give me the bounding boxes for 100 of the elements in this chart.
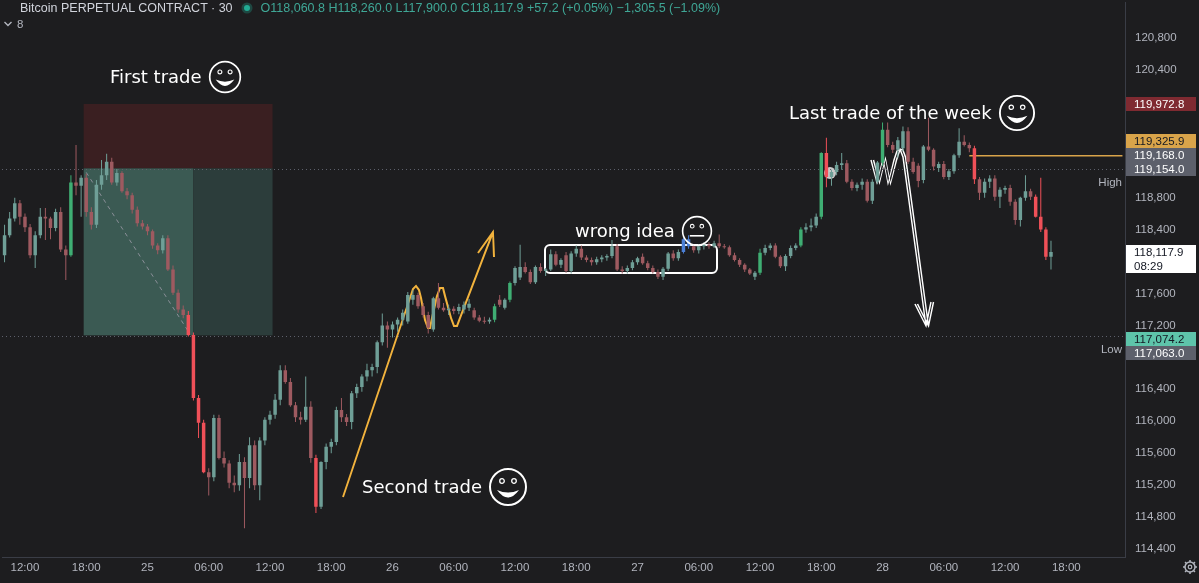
candlestick (906, 127, 910, 165)
candlestick (814, 213, 818, 228)
candlestick (125, 188, 129, 200)
text: 08:29 (1134, 260, 1163, 272)
x-tick-label: 27 (631, 561, 644, 574)
candlestick (74, 144, 78, 196)
candlestick (1049, 240, 1053, 270)
candlestick (554, 251, 558, 267)
candlestick (942, 160, 946, 180)
annotation: Second trade (362, 476, 482, 498)
candlestick (309, 401, 313, 463)
annotation: wrong idea (575, 220, 675, 242)
x-tick-label: 12:00 (10, 561, 40, 574)
text: 118,117.9 (1134, 246, 1184, 258)
y-tick-label: 117,600 (1135, 286, 1176, 299)
x-tick-label: 06:00 (194, 561, 224, 574)
x-tick-label: 25 (141, 561, 154, 574)
candlestick (839, 152, 844, 170)
candlestick (523, 262, 527, 274)
candlestick (957, 128, 961, 158)
candlestick (656, 269, 660, 280)
candlestick (130, 192, 134, 214)
candlestick (278, 365, 282, 406)
candlestick (855, 182, 859, 192)
candlestick (64, 245, 68, 280)
candlestick (258, 437, 262, 501)
candlestick (748, 267, 752, 276)
y-tick-label: 120,400 (1135, 63, 1177, 76)
x-tick-label: 06:00 (439, 561, 469, 574)
y-tick-label: 115,200 (1135, 478, 1176, 491)
candlestick (651, 265, 655, 274)
x-tick-label: 12:00 (255, 561, 285, 574)
x-tick-label: 06:00 (684, 561, 714, 574)
candlestick (564, 251, 568, 273)
chart-subtitle: O118,060.8 H118,260.0 L117,900.0 C118,117.9 +57.2 (+0.05%) −1,305.5 (−1.09%) (260, 0, 721, 15)
text: 119,154.0 (1134, 163, 1185, 176)
candlestick (166, 235, 170, 272)
candlestick (860, 178, 864, 190)
x-tick-label: 18:00 (316, 561, 346, 574)
candlestick (947, 168, 951, 181)
candlestick (181, 305, 185, 319)
x-tick-label: 06:00 (929, 561, 959, 574)
y-tick-label: 115,600 (1135, 446, 1176, 459)
candlestick (508, 281, 512, 303)
x-tick-label: 28 (876, 561, 889, 574)
candlestick (1044, 227, 1048, 260)
candlestick (421, 303, 425, 318)
annotation: Last trade of the week (789, 102, 992, 124)
candlestick (314, 454, 318, 514)
y-tick-label: 114,800 (1135, 510, 1176, 523)
ref-line-label: High (1098, 175, 1122, 188)
candlestick (161, 235, 165, 254)
data-label: 119,325.9 (1134, 134, 1185, 147)
candlestick (426, 311, 430, 334)
candlestick (222, 451, 226, 468)
x-tick-label: 18:00 (71, 561, 101, 574)
candlestick (998, 187, 1002, 209)
text: 117,074.2 (1134, 332, 1185, 345)
candlestick (375, 340, 379, 374)
x-tick-label: 12:00 (745, 561, 775, 574)
candlestick (365, 363, 369, 382)
candlestick (28, 224, 32, 259)
candlestick (799, 227, 803, 248)
candlestick (661, 267, 665, 280)
candlestick (268, 410, 272, 425)
candlestick (324, 443, 328, 470)
candlestick (227, 460, 231, 489)
candlestick (753, 271, 757, 280)
annotation: First trade (110, 66, 202, 88)
candlestick (717, 234, 721, 248)
candlestick (18, 200, 22, 225)
y-tick-label: 118,800 (1135, 190, 1176, 203)
candlestick (43, 208, 48, 240)
y-tick-label: 120,800 (1135, 31, 1177, 44)
candlestick (84, 173, 88, 217)
candlestick (319, 461, 323, 510)
candlestick (615, 243, 619, 272)
candlestick (503, 298, 507, 310)
y-tick-label: 114,400 (1135, 542, 1176, 555)
text: 119,972.8 (1134, 98, 1185, 110)
candlestick (370, 363, 374, 377)
chart-title: Bitcoin PERPETUAL CONTRACT · 30 (20, 0, 233, 15)
candlestick (559, 258, 563, 268)
candlestick (79, 175, 83, 217)
x-tick-label: 26 (386, 561, 399, 574)
x-tick-label: 12:00 (990, 561, 1020, 574)
candlestick (212, 414, 216, 482)
candlestick (845, 160, 849, 184)
y-tick-label: 117,200 (1135, 318, 1176, 331)
candlestick (1039, 177, 1043, 232)
candlestick (69, 175, 73, 257)
candlestick (605, 254, 609, 261)
candlestick (804, 223, 808, 233)
x-tick-label: 18:00 (561, 561, 591, 574)
x-tick-label: 12:00 (500, 561, 530, 574)
x-tick-label: 18:00 (1051, 561, 1081, 574)
ref-line-label: Low (1100, 342, 1123, 355)
candlestick (763, 244, 767, 256)
y-tick-label: 116,400 (1135, 382, 1176, 395)
text: 119,168.0 (1134, 149, 1185, 161)
